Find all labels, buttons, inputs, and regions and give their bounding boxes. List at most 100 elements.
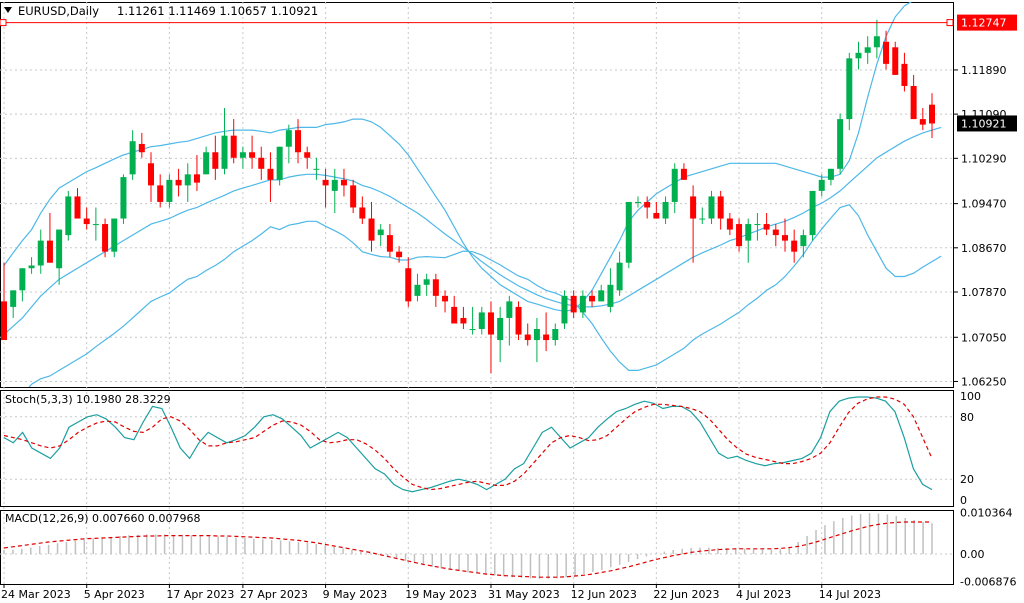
candle [717, 190, 724, 230]
candle-body [533, 329, 540, 341]
candle-body [193, 174, 200, 183]
candle-body [625, 201, 632, 263]
candle-body [919, 119, 926, 125]
candle [83, 207, 90, 230]
candle [359, 196, 366, 225]
candle [193, 155, 200, 191]
candle [818, 174, 825, 197]
stoch-tick-label: 100 [960, 390, 981, 403]
dropdown-arrow-icon[interactable] [4, 7, 12, 13]
candle-body [570, 295, 577, 313]
candle-body [120, 177, 127, 219]
candle [1, 262, 7, 341]
candle [478, 306, 485, 335]
candle [708, 190, 715, 225]
candle-body [65, 196, 72, 236]
candle [46, 213, 53, 263]
candle [28, 257, 35, 274]
candle-body [285, 130, 292, 147]
candle-body [102, 224, 109, 252]
candle-body [763, 224, 770, 230]
candle-body [515, 306, 522, 335]
candle-body [166, 179, 173, 202]
candle [148, 152, 155, 202]
macd-panel: 0.010364 0.00 -0.006876 [0, 507, 1016, 589]
candle [726, 213, 733, 236]
candle [239, 146, 246, 169]
candle [644, 196, 651, 219]
candle [634, 196, 641, 208]
candle [800, 229, 807, 258]
candle-body [313, 168, 320, 170]
candle [221, 108, 228, 175]
candle-body [184, 174, 191, 186]
candle-body [111, 218, 118, 252]
candle [910, 74, 917, 120]
candle-body [901, 63, 908, 86]
candle-body [331, 179, 338, 191]
candle-body [561, 295, 568, 324]
y-tick-label: 1.07050 [961, 331, 1007, 344]
candle [56, 229, 63, 285]
candle [745, 218, 752, 263]
candle-body [855, 52, 862, 59]
candle-body [699, 218, 706, 220]
price-level-tag-label: 1.12747 [961, 17, 1007, 30]
candle-body [1, 301, 7, 341]
candle-body [239, 152, 246, 158]
candle [827, 168, 834, 186]
x-tick-label: 14 Jul 2023 [819, 588, 881, 601]
candle-body [322, 179, 329, 186]
price-level-tag [957, 14, 1017, 31]
x-tick-label: 17 Apr 2023 [166, 588, 234, 601]
candle [699, 207, 706, 225]
candle-body [148, 163, 155, 186]
x-tick-label: 12 Jun 2023 [571, 588, 637, 601]
candle [74, 188, 81, 219]
macd-signal-line [3, 521, 932, 578]
candle-body [249, 152, 256, 158]
x-tick-label: 5 Apr 2023 [84, 588, 145, 601]
y-tick-label: 1.08670 [961, 242, 1007, 255]
candle-body [267, 168, 274, 180]
candle-body [708, 196, 715, 219]
stoch-tick-label: 80 [960, 411, 974, 424]
candle [929, 93, 935, 139]
candle [37, 229, 44, 274]
candle-body [56, 229, 63, 269]
candle [414, 273, 421, 302]
candle [653, 201, 660, 219]
candle-body [469, 329, 476, 331]
candle-body [92, 224, 99, 226]
candle [781, 218, 788, 252]
main-panel-frame [0, 2, 954, 388]
candle-body [478, 312, 485, 330]
candle [111, 218, 118, 258]
candle-body [10, 290, 17, 307]
candle-body [607, 284, 614, 307]
candle [487, 301, 494, 374]
candle-body [781, 235, 788, 241]
candle [423, 273, 430, 296]
stoch-tick-label: 0 [960, 494, 967, 507]
candle [350, 179, 357, 214]
candle-body [883, 41, 890, 64]
candle [883, 30, 890, 70]
price-level-line[interactable]: 1.12747 [0, 14, 1017, 31]
candle-body [644, 201, 651, 208]
candle [120, 174, 127, 225]
candle [736, 218, 743, 252]
candle-body [138, 143, 145, 153]
candle-body [129, 141, 136, 175]
candle-body [717, 196, 724, 219]
stoch-panel-frame [0, 390, 954, 507]
price-level-handle-right [946, 19, 954, 27]
y-tick-label: 1.10290 [961, 152, 1007, 165]
candle-body [552, 329, 559, 341]
candle [690, 185, 697, 263]
candle-body [671, 168, 678, 202]
candle-body [295, 130, 302, 153]
candle [203, 146, 210, 175]
candle [386, 224, 393, 258]
candle [873, 19, 880, 59]
